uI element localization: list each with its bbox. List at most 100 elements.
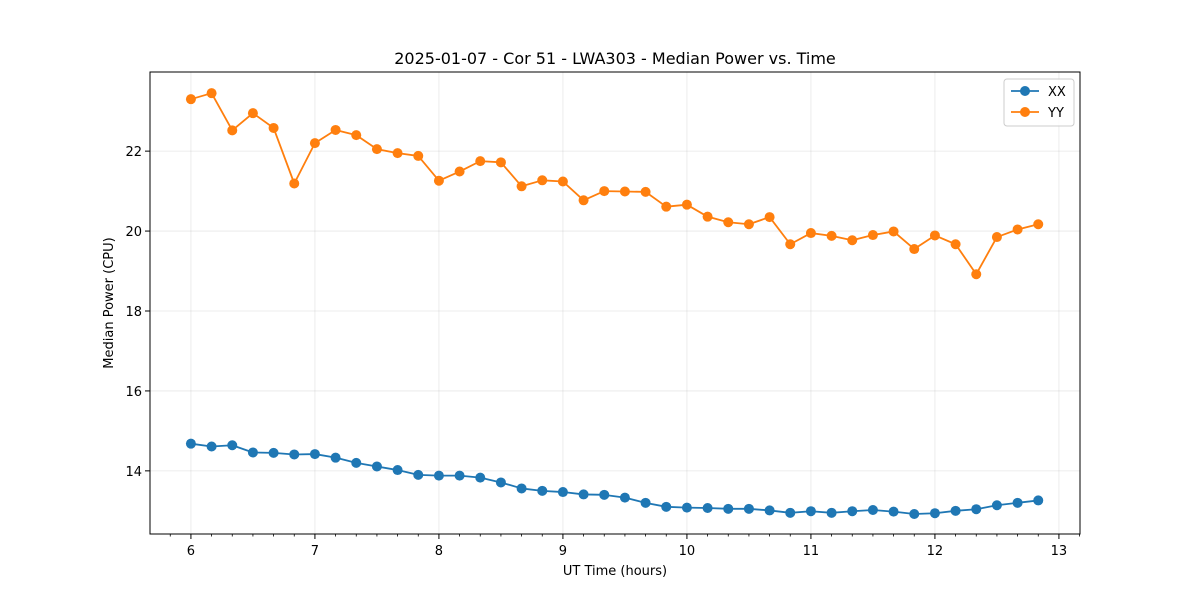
data-point-yy <box>289 178 300 189</box>
data-point-yy <box>413 150 424 161</box>
data-point-xx <box>661 501 672 512</box>
data-point-xx <box>433 470 444 481</box>
data-point-yy <box>764 212 775 223</box>
data-point-yy <box>1012 224 1023 235</box>
data-point-yy <box>247 108 258 119</box>
data-point-xx <box>185 438 196 449</box>
data-point-yy <box>185 94 196 105</box>
data-point-yy <box>1033 219 1044 230</box>
data-point-xx <box>475 472 486 483</box>
x-axis-label: UT Time (hours) <box>563 564 667 579</box>
x-tick-label: 8 <box>435 544 443 559</box>
legend: XX YY <box>1003 78 1075 127</box>
data-point-xx <box>702 503 713 514</box>
data-point-xx <box>495 477 506 488</box>
data-point-yy <box>495 157 506 168</box>
y-tick-label: 16 <box>125 385 142 400</box>
data-point-yy <box>847 235 858 246</box>
data-point-xx <box>371 461 382 472</box>
plot-frame <box>149 71 1081 535</box>
data-point-xx <box>764 505 775 516</box>
data-point-yy <box>557 176 568 187</box>
x-tick-label: 6 <box>187 544 195 559</box>
data-point-yy <box>330 124 341 135</box>
data-point-yy <box>888 226 899 237</box>
data-point-yy <box>950 239 961 250</box>
data-point-xx <box>599 489 610 500</box>
data-point-xx <box>227 440 238 451</box>
data-point-yy <box>909 244 920 255</box>
legend-marker-yy <box>1020 107 1030 117</box>
data-point-xx <box>330 452 341 463</box>
data-point-yy <box>661 201 672 212</box>
data-point-yy <box>351 130 362 141</box>
data-point-xx <box>454 470 465 481</box>
data-point-xx <box>557 487 568 498</box>
data-point-xx <box>743 503 754 514</box>
data-point-xx <box>681 502 692 513</box>
data-point-xx <box>723 503 734 514</box>
data-point-xx <box>1012 497 1023 508</box>
data-point-yy <box>991 232 1002 243</box>
series-yy <box>185 88 1044 280</box>
data-point-yy <box>309 138 320 149</box>
data-point-yy <box>578 195 589 206</box>
data-point-yy <box>619 186 630 197</box>
legend-marker-xx <box>1020 86 1030 96</box>
data-point-xx <box>991 500 1002 511</box>
data-point-yy <box>971 269 982 280</box>
chart-title: 2025-01-07 - Cor 51 - LWA303 - Median Po… <box>394 49 836 68</box>
data-point-yy <box>537 175 548 186</box>
data-point-xx <box>640 497 651 508</box>
series-xx <box>185 438 1044 520</box>
data-point-xx <box>392 465 403 476</box>
data-point-xx <box>971 504 982 515</box>
data-point-xx <box>413 469 424 480</box>
x-tick-label: 9 <box>559 544 567 559</box>
data-point-xx <box>268 447 279 458</box>
data-point-yy <box>454 166 465 177</box>
data-point-xx <box>867 505 878 516</box>
x-tick-label: 7 <box>311 544 319 559</box>
data-point-yy <box>785 239 796 250</box>
data-point-yy <box>702 211 713 222</box>
data-point-xx <box>619 492 630 503</box>
x-tick-label: 12 <box>927 544 944 559</box>
data-point-xx <box>309 449 320 460</box>
data-point-yy <box>433 175 444 186</box>
data-point-yy <box>640 186 651 197</box>
data-point-xx <box>578 489 589 500</box>
x-tick-label: 13 <box>1051 544 1068 559</box>
data-point-xx <box>1033 495 1044 506</box>
data-point-xx <box>847 506 858 517</box>
data-point-yy <box>268 122 279 133</box>
data-series <box>185 88 1044 520</box>
y-tick-label: 22 <box>125 145 142 160</box>
y-tick-label: 18 <box>125 305 142 320</box>
data-point-xx <box>909 509 920 520</box>
data-point-yy <box>371 144 382 155</box>
data-point-xx <box>351 457 362 468</box>
data-point-xx <box>785 507 796 518</box>
y-axis-label: Median Power (CPU) <box>102 237 117 368</box>
data-point-yy <box>826 230 837 241</box>
data-point-yy <box>929 230 940 241</box>
data-point-yy <box>516 181 527 192</box>
grid-lines <box>150 72 1080 534</box>
data-point-xx <box>826 507 837 518</box>
data-point-xx <box>247 447 258 458</box>
legend-label-xx: XX <box>1048 85 1066 100</box>
legend-label-yy: YY <box>1047 106 1064 121</box>
x-tick-label: 10 <box>679 544 696 559</box>
data-point-yy <box>723 217 734 228</box>
y-tick-label: 14 <box>125 465 142 480</box>
data-point-xx <box>289 449 300 460</box>
data-point-yy <box>206 88 217 99</box>
data-point-xx <box>206 441 217 452</box>
data-point-yy <box>681 199 692 210</box>
data-point-xx <box>950 505 961 516</box>
data-point-xx <box>537 485 548 496</box>
data-point-yy <box>475 156 486 167</box>
data-point-yy <box>227 125 238 136</box>
